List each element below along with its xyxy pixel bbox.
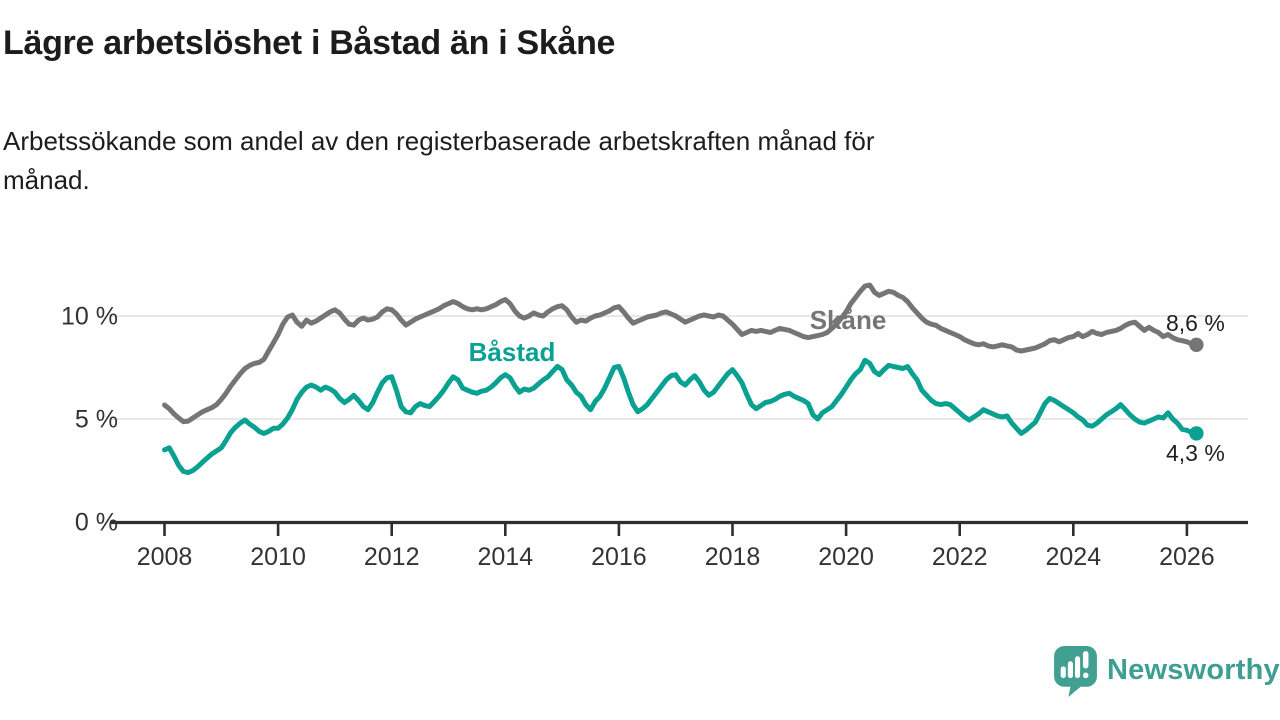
x-axis-label-2014: 2014 [477,543,533,571]
x-axis-label-2010: 2010 [250,543,306,571]
x-axis-label-2026: 2026 [1159,543,1215,571]
x-axis-label-2008: 2008 [137,543,193,571]
x-axis-label-2018: 2018 [705,543,761,571]
series-label-bastad: Båstad [469,337,556,367]
chart-subtitle-line2: månad. [3,165,90,195]
y-axis-label-10pct: 10 % [61,303,118,331]
end-value-label-bastad: 4,3 % [1166,440,1225,466]
y-axis-label-5pct: 5 % [75,406,118,434]
series-line-bastad [162,357,1199,476]
series-end-dot-skane [1189,337,1204,352]
newsworthy-icon [1054,646,1097,697]
exclamation-bar [1082,651,1089,669]
bar-small [1060,666,1066,679]
series-line-skane [162,282,1199,425]
end-value-label-skane: 8,6 % [1166,310,1225,336]
x-axis-label-2016: 2016 [591,543,647,571]
exclamation-dot [1082,672,1089,679]
x-axis-label-2022: 2022 [932,543,988,571]
chart-subtitle-line1: Arbetssökande som andel av den registerb… [3,126,875,156]
x-axis-label-2012: 2012 [364,543,420,571]
y-axis-label-0pct: 0 % [75,509,118,537]
series-label-skane: Skåne [810,305,887,335]
x-axis-label-2020: 2020 [818,543,874,571]
series-end-dot-bastad [1189,426,1204,441]
newsworthy-logo: Newsworthy [1054,646,1280,697]
bar-tall [1074,656,1081,679]
chart-title: Lägre arbetslöshet i Båstad än i Skåne [3,24,616,62]
bar-medium [1067,661,1073,679]
chart-subtitle: Arbetssökande som andel av den registerb… [3,122,875,200]
x-axis-label-2024: 2024 [1045,543,1101,571]
newsworthy-wordmark: Newsworthy [1107,654,1280,686]
